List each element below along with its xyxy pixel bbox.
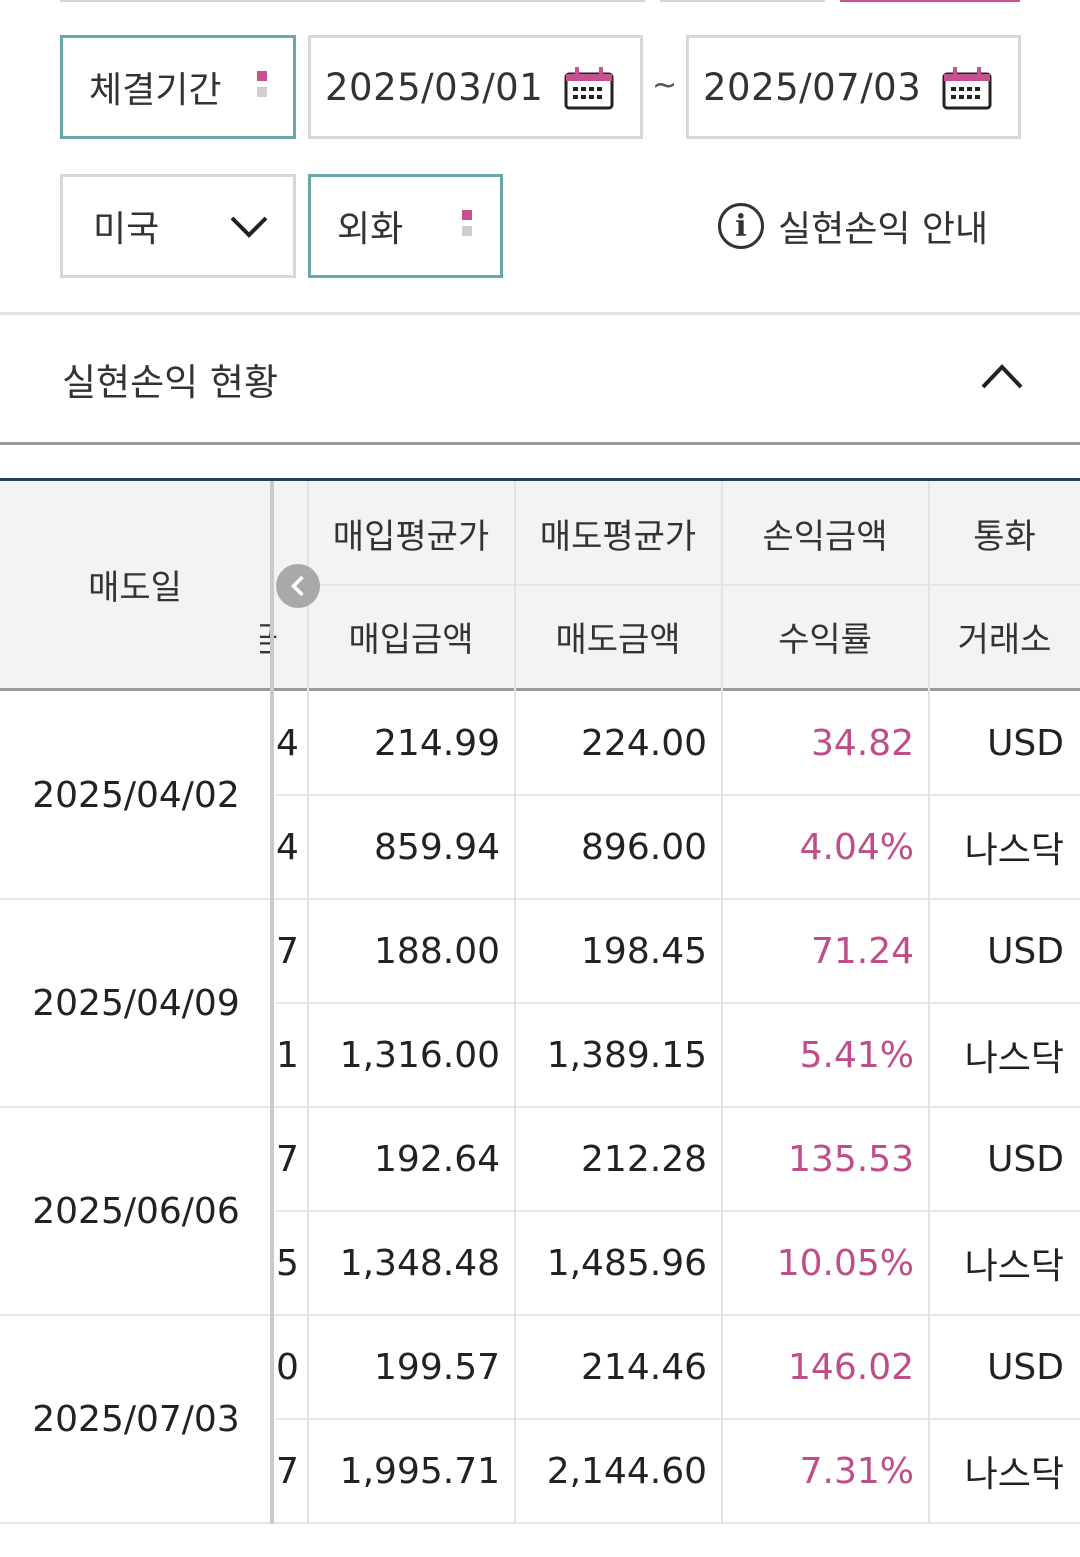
profit-loss-cell: 34.82 bbox=[810, 722, 914, 764]
header-buy-amount: 매입금액 bbox=[348, 620, 474, 660]
sell-value-cell: 896.00 bbox=[581, 826, 707, 868]
section-divider bbox=[0, 312, 1080, 315]
sell-value-cell: 1,485.96 bbox=[546, 1242, 707, 1284]
row-group-divider bbox=[0, 1106, 1080, 1108]
partial-column-cell: 4 bbox=[276, 826, 299, 868]
start-date-field[interactable]: 2025/03/01 bbox=[308, 35, 643, 139]
header-bottom-line bbox=[0, 688, 1080, 691]
partial-column-cell: 4 bbox=[276, 722, 299, 764]
market-select-value: 미국 bbox=[93, 209, 160, 250]
row-group-divider bbox=[0, 1314, 1080, 1316]
top-edge-line bbox=[660, 0, 825, 2]
header-sell-amount: 매도금액 bbox=[555, 620, 681, 660]
required-marker bbox=[257, 71, 267, 97]
profit-loss-cell: 10.05% bbox=[776, 1242, 914, 1284]
exchange-cell: 나스닥 bbox=[964, 830, 1064, 871]
chevron-left-icon bbox=[290, 575, 304, 597]
sell-date-cell: 2025/04/02 bbox=[32, 774, 240, 816]
section-header-bottom-line bbox=[0, 442, 1080, 445]
profit-loss-cell: 146.02 bbox=[788, 1346, 914, 1388]
section-title: 실현손익 현황 bbox=[62, 361, 279, 404]
chevron-up-icon[interactable] bbox=[980, 362, 1024, 390]
market-select[interactable]: 미국 bbox=[60, 174, 296, 278]
table-header-top-line bbox=[0, 478, 1080, 481]
period-filter-button[interactable]: 체결기간 bbox=[60, 35, 296, 139]
end-date-field[interactable]: 2025/07/03 bbox=[686, 35, 1021, 139]
column-divider bbox=[721, 481, 723, 1524]
buy-value-cell: 859.94 bbox=[374, 826, 500, 868]
header-mid-line bbox=[308, 584, 1080, 586]
partial-column-cell: 7 bbox=[276, 1450, 299, 1492]
currency-filter-button[interactable]: 외화 bbox=[308, 174, 503, 278]
info-link-label: 실현손익 안내 bbox=[778, 209, 989, 250]
profit-loss-cell: 5.41% bbox=[799, 1034, 914, 1076]
partial-column-cell: 7 bbox=[276, 930, 299, 972]
currency-cell: USD bbox=[987, 722, 1064, 764]
row-inner-divider bbox=[276, 794, 1080, 796]
partial-column-cell: 0 bbox=[276, 1346, 299, 1388]
period-label: 체결기간 bbox=[89, 70, 222, 111]
start-date-value: 2025/03/01 bbox=[325, 65, 544, 109]
profit-loss-cell: 4.04% bbox=[799, 826, 914, 868]
exchange-cell: 나스닥 bbox=[964, 1454, 1064, 1495]
calendar-icon[interactable] bbox=[942, 66, 992, 110]
realized-pl-table[interactable]: 매도일 금 매입평균가 매도평균가 손익금액 통화 매입금액 매도금액 수익률 … bbox=[0, 478, 1080, 1524]
profit-loss-cell: 71.24 bbox=[810, 930, 914, 972]
scroll-left-button[interactable] bbox=[276, 564, 320, 608]
header-return-rate: 수익률 bbox=[778, 620, 872, 660]
column-divider bbox=[514, 481, 516, 1524]
sell-value-cell: 214.46 bbox=[581, 1346, 707, 1388]
partial-column-cell: 5 bbox=[276, 1242, 299, 1284]
header-sell-avg: 매도평균가 bbox=[539, 516, 697, 557]
partial-column-cell: 7 bbox=[276, 1138, 299, 1180]
profit-loss-cell: 7.31% bbox=[799, 1450, 914, 1492]
info-icon: i bbox=[718, 203, 764, 249]
header-buy-avg: 매입평균가 bbox=[332, 516, 490, 557]
header-pl-amount: 손익금액 bbox=[762, 516, 888, 557]
buy-value-cell: 188.00 bbox=[374, 930, 500, 972]
realized-pl-info-link[interactable]: i 실현손익 안내 bbox=[718, 200, 988, 252]
sell-date-cell: 2025/06/06 bbox=[32, 1190, 240, 1232]
buy-value-cell: 199.57 bbox=[374, 1346, 500, 1388]
buy-value-cell: 1,995.71 bbox=[339, 1450, 500, 1492]
sell-value-cell: 224.00 bbox=[581, 722, 707, 764]
sell-date-cell: 2025/07/03 bbox=[32, 1398, 240, 1440]
required-marker bbox=[462, 210, 472, 236]
row-inner-divider bbox=[276, 1418, 1080, 1420]
sell-value-cell: 212.28 bbox=[581, 1138, 707, 1180]
calendar-icon[interactable] bbox=[564, 66, 614, 110]
currency-cell: USD bbox=[987, 1346, 1064, 1388]
sell-date-cell: 2025/04/09 bbox=[32, 982, 240, 1024]
sell-value-cell: 1,389.15 bbox=[546, 1034, 707, 1076]
profit-loss-cell: 135.53 bbox=[788, 1138, 914, 1180]
currency-label: 외화 bbox=[337, 209, 404, 250]
sell-value-cell: 2,144.60 bbox=[546, 1450, 707, 1492]
end-date-value: 2025/07/03 bbox=[703, 65, 922, 109]
row-inner-divider bbox=[276, 1002, 1080, 1004]
buy-value-cell: 192.64 bbox=[374, 1138, 500, 1180]
currency-cell: USD bbox=[987, 1138, 1064, 1180]
range-separator: ~ bbox=[652, 68, 678, 103]
row-group-divider bbox=[0, 898, 1080, 900]
partial-column-cell: 1 bbox=[276, 1034, 299, 1076]
chevron-down-icon bbox=[230, 216, 268, 238]
top-edge-line bbox=[60, 0, 645, 2]
exchange-cell: 나스닥 bbox=[964, 1038, 1064, 1079]
top-edge-accent bbox=[840, 0, 1020, 2]
sell-value-cell: 198.45 bbox=[581, 930, 707, 972]
header-sell-date: 매도일 bbox=[88, 568, 182, 608]
row-group-divider bbox=[0, 1522, 1080, 1524]
buy-value-cell: 1,316.00 bbox=[339, 1034, 500, 1076]
header-currency: 통화 bbox=[973, 516, 1036, 557]
currency-cell: USD bbox=[987, 930, 1064, 972]
column-divider bbox=[307, 481, 309, 1524]
frozen-column-separator bbox=[270, 481, 274, 1524]
buy-value-cell: 214.99 bbox=[374, 722, 500, 764]
header-exchange: 거래소 bbox=[957, 620, 1052, 660]
column-divider bbox=[928, 481, 930, 1524]
row-inner-divider bbox=[276, 1210, 1080, 1212]
buy-value-cell: 1,348.48 bbox=[339, 1242, 500, 1284]
exchange-cell: 나스닥 bbox=[964, 1246, 1064, 1287]
